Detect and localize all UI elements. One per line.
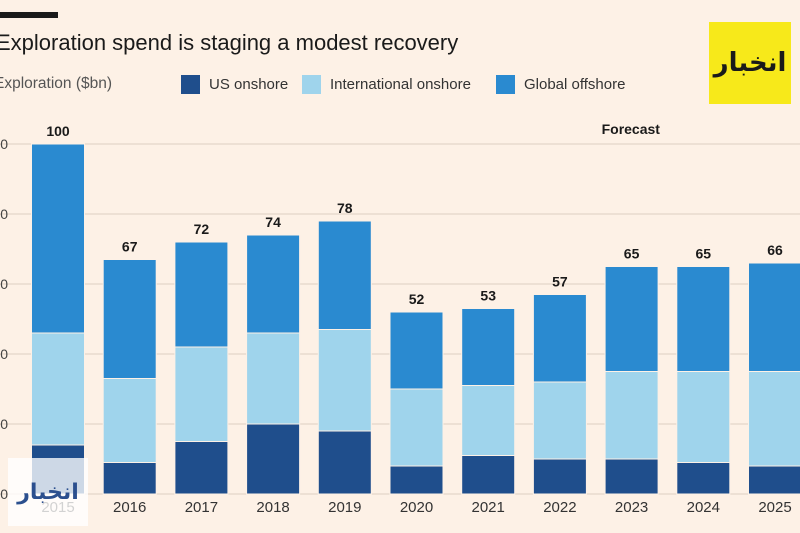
bar-2025-international-onshore bbox=[748, 371, 800, 467]
bar-2017-us-onshore bbox=[174, 441, 229, 495]
x-tick-label-2022: 2022 bbox=[543, 499, 576, 516]
y-tick-label-60: 60 bbox=[0, 276, 8, 292]
legend-swatch-us-onshore bbox=[181, 75, 200, 94]
legend-item-international-onshore: International onshore bbox=[302, 75, 471, 94]
bar-2023-international-onshore bbox=[604, 371, 659, 460]
bar-2021-us-onshore bbox=[461, 455, 516, 495]
bar-2024-global-offshore bbox=[676, 266, 731, 372]
watermark-logo: انخبار bbox=[8, 458, 88, 526]
bar-2023-us-onshore bbox=[604, 458, 659, 495]
bar-2019-international-onshore bbox=[317, 329, 372, 432]
data-label-total-2022: 57 bbox=[552, 274, 568, 290]
watermark-logo-text: انخبار bbox=[17, 479, 79, 505]
legend-item-global-offshore: Global offshore bbox=[496, 75, 625, 94]
bar-2021-international-onshore bbox=[461, 385, 516, 456]
data-label-total-2019: 78 bbox=[337, 200, 353, 216]
bar-2024-us-onshore bbox=[676, 462, 731, 495]
x-tick-label-2016: 2016 bbox=[113, 499, 146, 516]
y-tick-label-100: 100 bbox=[0, 136, 8, 152]
data-label-total-2015: 100 bbox=[46, 123, 70, 139]
data-label-total-2017: 72 bbox=[194, 221, 210, 237]
forecast-annotation: Forecast bbox=[602, 121, 661, 137]
bar-2020-international-onshore bbox=[389, 388, 444, 467]
bar-2017-international-onshore bbox=[174, 346, 229, 442]
legend-label-us-onshore: US onshore bbox=[209, 76, 289, 93]
bar-2025-global-offshore bbox=[748, 262, 800, 372]
y-axis-label: Exploration ($bn) bbox=[0, 75, 113, 92]
legend-item-us-onshore: US onshore bbox=[181, 75, 288, 94]
bar-2017-global-offshore bbox=[174, 241, 229, 348]
header-rule bbox=[0, 12, 58, 18]
x-tick-label-2018: 2018 bbox=[256, 499, 289, 516]
chart-title: Exploration spend is staging a modest re… bbox=[0, 30, 459, 55]
bar-2020-us-onshore bbox=[389, 465, 444, 495]
legend-swatch-international-onshore bbox=[302, 75, 321, 94]
bar-2025-us-onshore bbox=[748, 465, 800, 495]
bar-2020-global-offshore bbox=[389, 311, 444, 390]
bar-2018-global-offshore bbox=[246, 234, 301, 334]
x-tick-label-2017: 2017 bbox=[185, 499, 218, 516]
brand-logo-text: انخبار bbox=[713, 48, 787, 78]
x-tick-label-2025: 2025 bbox=[758, 499, 791, 516]
data-label-total-2021: 53 bbox=[480, 288, 496, 304]
data-label-total-2016: 67 bbox=[122, 239, 138, 255]
x-tick-label-2020: 2020 bbox=[400, 499, 433, 516]
bar-2016-us-onshore bbox=[102, 462, 157, 495]
bar-2018-us-onshore bbox=[246, 423, 301, 495]
bar-2021-global-offshore bbox=[461, 308, 516, 386]
bar-2019-global-offshore bbox=[317, 220, 372, 330]
bar-2015-global-offshore bbox=[31, 143, 85, 334]
bar-2018-international-onshore bbox=[246, 332, 301, 425]
bar-2022-global-offshore bbox=[532, 294, 587, 383]
bar-2022-international-onshore bbox=[532, 381, 587, 460]
bar-2016-international-onshore bbox=[102, 378, 157, 463]
y-tick-label-20: 20 bbox=[0, 416, 8, 432]
y-tick-label-80: 80 bbox=[0, 206, 8, 222]
data-label-total-2023: 65 bbox=[624, 246, 640, 262]
data-label-total-2025: 66 bbox=[767, 242, 783, 258]
bar-2019-us-onshore bbox=[317, 430, 372, 495]
y-tick-label-40: 40 bbox=[0, 346, 8, 362]
x-tick-label-2021: 2021 bbox=[472, 499, 505, 516]
data-label-total-2018: 74 bbox=[265, 214, 281, 230]
bar-2023-global-offshore bbox=[604, 266, 659, 372]
y-tick-label-0: 0 bbox=[0, 486, 8, 502]
x-tick-label-2023: 2023 bbox=[615, 499, 648, 516]
bar-2015-international-onshore bbox=[31, 332, 85, 446]
x-tick-label-2024: 2024 bbox=[687, 499, 720, 516]
legend-label-international-onshore: International onshore bbox=[330, 76, 471, 93]
legend: US onshore International onshore Global … bbox=[0, 75, 800, 97]
bar-2016-global-offshore bbox=[102, 259, 157, 379]
data-label-total-2020: 52 bbox=[409, 291, 425, 307]
bar-2024-international-onshore bbox=[676, 371, 731, 463]
bar-2022-us-onshore bbox=[532, 458, 587, 495]
x-tick-label-2019: 2019 bbox=[328, 499, 361, 516]
data-label-total-2024: 65 bbox=[696, 246, 712, 262]
legend-swatch-global-offshore bbox=[496, 75, 515, 94]
legend-label-global-offshore: Global offshore bbox=[524, 76, 626, 93]
brand-logo: انخبار bbox=[709, 22, 791, 104]
